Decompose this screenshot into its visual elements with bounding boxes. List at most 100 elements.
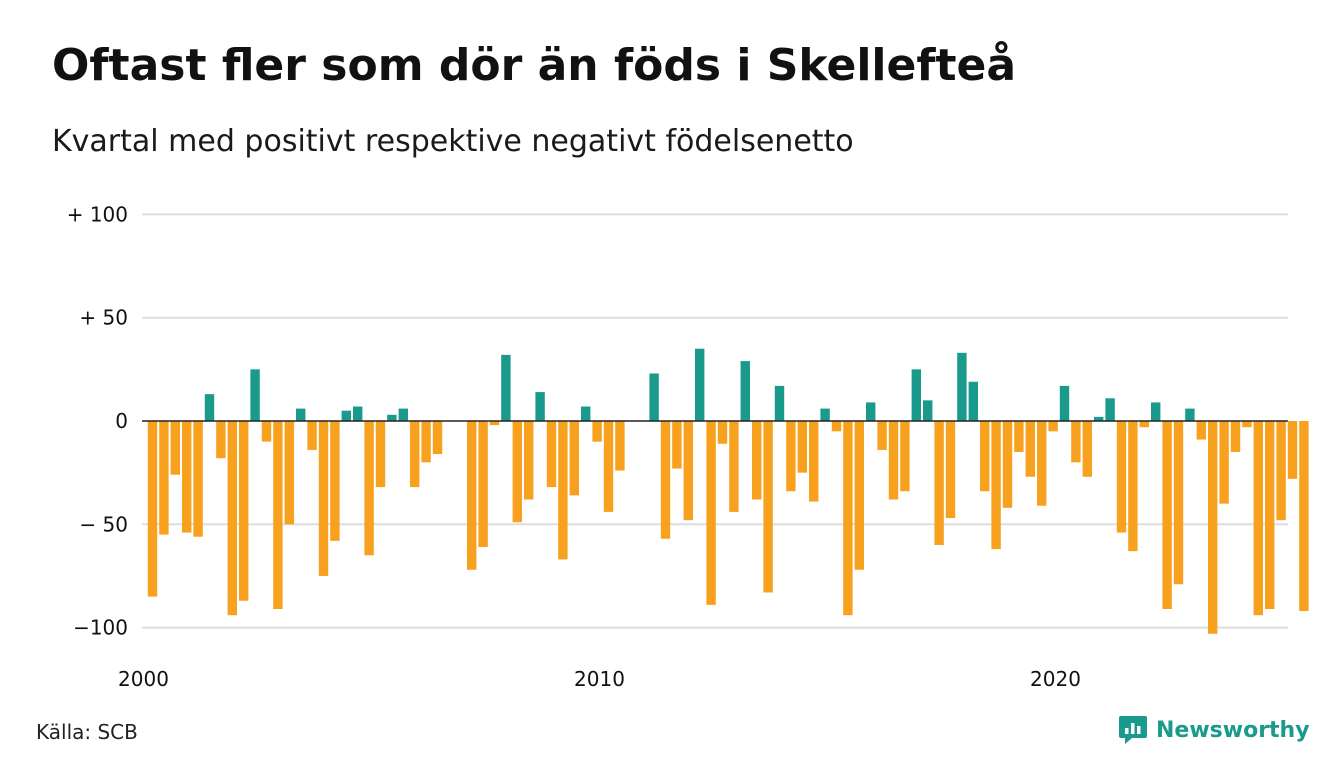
bar [660, 421, 671, 539]
chart-subtitle: Kvartal med positivt respektive negativt… [52, 124, 854, 159]
bar [227, 421, 237, 616]
bar [740, 361, 750, 421]
bar [1287, 421, 1298, 479]
bar [888, 421, 899, 500]
bar [159, 421, 169, 535]
bar [410, 421, 420, 488]
bar [683, 421, 693, 521]
bar [831, 421, 842, 432]
y-tick-label: −100 [73, 616, 128, 640]
bar [501, 354, 511, 421]
bar [387, 414, 397, 421]
brand[interactable]: Newsworthy [1118, 714, 1310, 746]
bar [318, 421, 329, 576]
bar [980, 421, 990, 492]
bar [330, 421, 340, 541]
bar [489, 421, 500, 426]
brand-name: Newsworthy [1156, 717, 1310, 743]
bar [1105, 398, 1115, 421]
bar [1299, 421, 1309, 612]
bar [1196, 421, 1206, 440]
bar [1037, 421, 1047, 506]
bar-chart: + 100 + 50 0 − 50 −100 2000 2010 2020 [67, 202, 1309, 691]
bar [216, 421, 226, 459]
bar [239, 421, 249, 601]
bar [809, 421, 819, 502]
bar [398, 408, 408, 421]
bar [1185, 408, 1195, 421]
bars [147, 348, 1309, 634]
bar [945, 421, 956, 519]
bar [843, 421, 853, 616]
bar [1071, 421, 1081, 463]
x-tick-label: 2000 [118, 667, 169, 691]
bar [1242, 421, 1252, 428]
newsworthy-logo-icon [1119, 716, 1147, 744]
bar [1173, 421, 1184, 585]
bar [193, 421, 203, 537]
bar [934, 421, 944, 545]
bar [1094, 416, 1104, 421]
bar [284, 421, 294, 525]
bar [1048, 421, 1058, 432]
bar [341, 410, 351, 421]
bar [592, 421, 602, 442]
bar [991, 421, 1001, 550]
bar [797, 421, 807, 473]
bar [706, 421, 716, 605]
bar [432, 421, 443, 455]
bar [1230, 421, 1241, 452]
bar [763, 421, 773, 593]
bar [968, 381, 978, 421]
bar [1002, 421, 1013, 508]
bar [1219, 421, 1229, 504]
bar [170, 421, 180, 475]
bar [1151, 402, 1161, 421]
bar [1128, 421, 1138, 552]
bar [774, 385, 785, 421]
source-note: Källa: SCB [36, 720, 138, 744]
y-tick-label: − 50 [79, 512, 128, 536]
bar [854, 421, 864, 570]
bar [923, 400, 933, 421]
x-tick-label: 2010 [574, 667, 625, 691]
bar [273, 421, 283, 610]
chart-title: Oftast fler som dör än föds i Skellefteå [52, 40, 1017, 91]
bar [375, 421, 386, 488]
bar [558, 421, 568, 560]
bar [1162, 421, 1172, 610]
bar [649, 373, 659, 421]
bar [535, 392, 545, 421]
bar [1059, 385, 1070, 421]
bar [478, 421, 488, 548]
bar [866, 402, 876, 421]
bar [569, 421, 579, 496]
bar [1253, 421, 1263, 616]
bar [467, 421, 477, 570]
bar [524, 421, 534, 500]
bar [1265, 421, 1275, 610]
bar [364, 421, 374, 556]
bar [752, 421, 762, 500]
y-tick-label: + 100 [67, 202, 128, 226]
bar [957, 352, 967, 421]
bar [786, 421, 796, 492]
bar [546, 421, 557, 488]
bar [1116, 421, 1127, 533]
bar [204, 394, 215, 421]
x-axis-ticks: 2000 2010 2020 [118, 667, 1081, 691]
bar [1208, 421, 1218, 634]
bar [1276, 421, 1286, 521]
bar [1139, 421, 1149, 428]
bar [877, 421, 887, 450]
x-tick-label: 2020 [1030, 667, 1081, 691]
bar [182, 421, 192, 533]
bar [729, 421, 739, 512]
bar [250, 369, 260, 421]
bar [421, 421, 431, 463]
bar [820, 408, 830, 421]
bar [512, 421, 522, 523]
bar [672, 421, 682, 469]
bar [603, 421, 614, 512]
y-tick-label: 0 [115, 409, 128, 433]
